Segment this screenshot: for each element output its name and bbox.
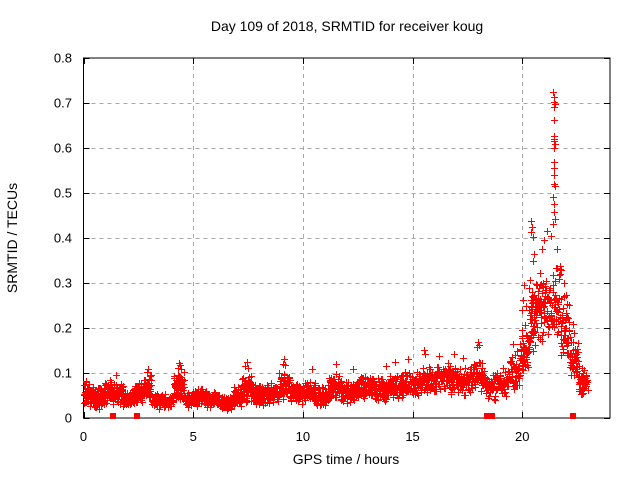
scatter-points-path [81,89,592,414]
baseline-flag-square [110,413,116,419]
y-tick-label: 0 [65,411,72,426]
axis-tick-labels: 0 5 10 15 20 0 0.1 0.2 0.3 0.4 0.5 0.6 0.7 0.8 [54,51,530,445]
baseline-flag-square [484,413,490,419]
x-tick-label: 0 [80,429,87,444]
y-tick-label: 0.8 [54,51,72,66]
y-tick-label: 0.1 [54,366,72,381]
grid-lines [83,58,610,418]
chart-title: Day 109 of 2018, SRMTID for receiver kou… [211,18,483,34]
x-tick-label: 20 [515,429,529,444]
baseline-flag-square [570,413,576,419]
y-tick-label: 0.2 [54,321,72,336]
y-tick-label: 0.4 [54,231,72,246]
y-tick-label: 0.7 [54,96,72,111]
x-tick-label: 15 [405,429,419,444]
x-tick-label: 10 [296,429,310,444]
baseline-flag-square [134,413,140,419]
grid-path [83,58,610,418]
baseline-flag-square [489,413,495,419]
axis-ticks [83,58,610,419]
x-tick-label: 5 [190,429,197,444]
y-axis-label: SRMTID / TECUs [4,183,20,293]
y-tick-label: 0.3 [54,276,72,291]
baseline-flag-markers [110,413,576,419]
y-tick-label: 0.6 [54,141,72,156]
y-tick-label: 0.5 [54,186,72,201]
x-axis-label: GPS time / hours [293,451,400,467]
tick-marks [83,58,610,419]
scatter-points [81,89,592,414]
